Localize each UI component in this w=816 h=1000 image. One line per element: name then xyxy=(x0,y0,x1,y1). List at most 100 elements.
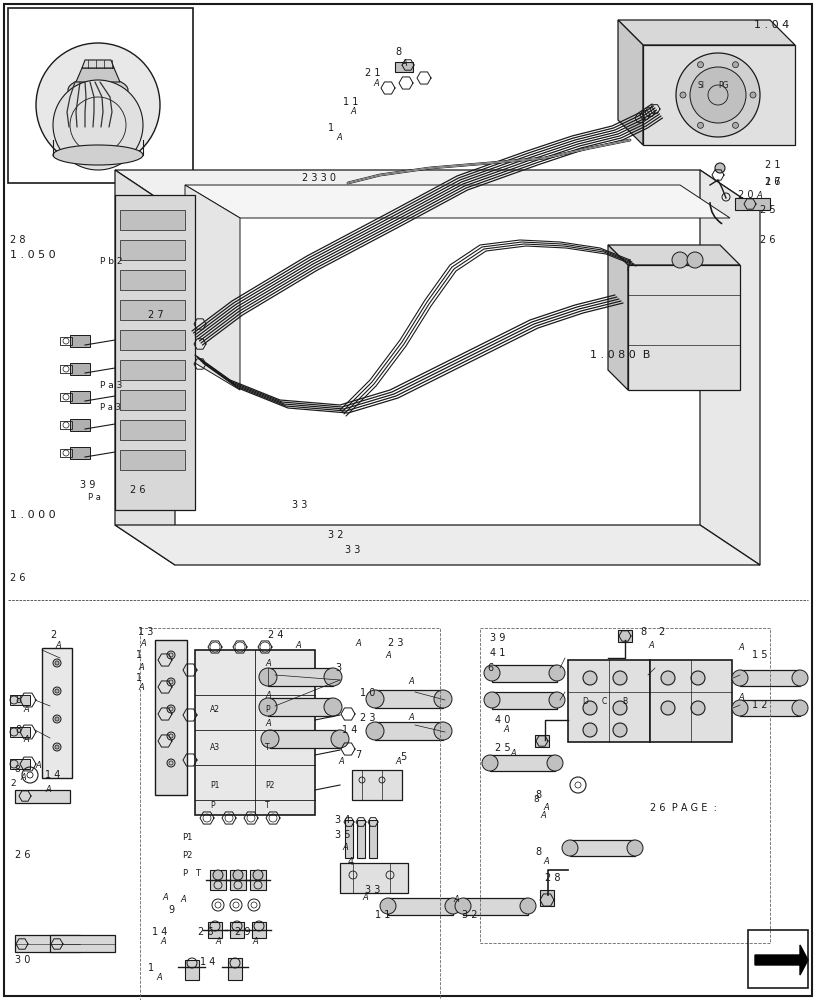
Text: A: A xyxy=(738,694,743,702)
Text: A: A xyxy=(401,58,406,68)
Text: P2: P2 xyxy=(265,780,274,790)
Text: 3 4: 3 4 xyxy=(335,815,350,825)
Text: 2 6  P A G E  :: 2 6 P A G E : xyxy=(650,803,717,813)
Circle shape xyxy=(627,840,643,856)
Text: A: A xyxy=(252,938,258,946)
Bar xyxy=(270,730,340,748)
Text: A: A xyxy=(373,79,379,88)
Circle shape xyxy=(676,53,760,137)
Text: A: A xyxy=(543,857,548,866)
Text: 1 4: 1 4 xyxy=(152,927,167,937)
Circle shape xyxy=(53,715,61,723)
Circle shape xyxy=(53,80,143,170)
Text: 4: 4 xyxy=(348,857,354,867)
Bar xyxy=(60,449,72,457)
Text: P1: P1 xyxy=(182,834,193,842)
Text: 1: 1 xyxy=(136,650,142,660)
Text: A: A xyxy=(265,718,271,728)
Circle shape xyxy=(583,723,597,737)
Text: 8: 8 xyxy=(535,847,541,857)
Text: 3 3: 3 3 xyxy=(365,885,380,895)
Text: A: A xyxy=(756,190,762,200)
Text: A: A xyxy=(162,894,168,902)
Circle shape xyxy=(324,698,342,716)
Text: 1 2: 1 2 xyxy=(752,700,768,710)
Circle shape xyxy=(167,678,175,686)
Circle shape xyxy=(687,252,703,268)
Text: 1 3: 1 3 xyxy=(138,627,153,637)
Bar xyxy=(120,330,185,350)
Text: 1 . 0 5 0: 1 . 0 5 0 xyxy=(10,250,55,260)
Polygon shape xyxy=(735,198,770,210)
Bar xyxy=(740,700,800,716)
Text: 8: 8 xyxy=(395,47,401,57)
Text: 2 1: 2 1 xyxy=(365,68,380,78)
Text: 2 6: 2 6 xyxy=(10,573,25,583)
Bar xyxy=(618,630,632,642)
Bar xyxy=(268,668,333,686)
Bar xyxy=(492,692,557,709)
Bar xyxy=(120,360,185,380)
Circle shape xyxy=(445,898,461,914)
Bar xyxy=(210,870,226,890)
Text: 1 1: 1 1 xyxy=(343,97,358,107)
Text: A: A xyxy=(738,644,743,652)
Text: A: A xyxy=(180,896,186,904)
Bar xyxy=(70,419,90,431)
Circle shape xyxy=(484,665,500,681)
Ellipse shape xyxy=(68,78,128,103)
Text: A: A xyxy=(295,641,301,650)
Circle shape xyxy=(690,67,746,123)
Circle shape xyxy=(55,717,59,721)
Text: 2 4: 2 4 xyxy=(268,630,283,640)
Text: A: A xyxy=(453,896,459,904)
Text: 7: 7 xyxy=(355,750,361,760)
Text: A: A xyxy=(215,938,221,946)
Text: 1: 1 xyxy=(328,123,334,133)
Bar xyxy=(10,727,30,737)
Bar xyxy=(230,870,246,890)
Text: P: P xyxy=(182,869,187,879)
Circle shape xyxy=(732,670,748,686)
Circle shape xyxy=(520,898,536,914)
Bar xyxy=(340,863,408,893)
Bar xyxy=(50,935,115,952)
Circle shape xyxy=(733,62,738,68)
Text: 1 . 0 4: 1 . 0 4 xyxy=(754,20,789,30)
Text: A: A xyxy=(156,974,162,982)
Text: A: A xyxy=(540,810,546,820)
Text: PG: PG xyxy=(718,81,729,90)
Bar xyxy=(195,650,315,815)
Text: 2 0: 2 0 xyxy=(738,190,753,200)
Polygon shape xyxy=(82,60,114,68)
Circle shape xyxy=(213,870,223,880)
Text: P b 2: P b 2 xyxy=(100,257,122,266)
Text: A: A xyxy=(265,690,271,700)
Circle shape xyxy=(53,743,61,751)
Text: T: T xyxy=(195,869,200,879)
Circle shape xyxy=(55,745,59,749)
Polygon shape xyxy=(115,170,175,565)
Bar xyxy=(10,695,30,705)
Bar xyxy=(120,270,185,290)
Bar xyxy=(540,890,554,906)
Circle shape xyxy=(562,840,578,856)
Text: 2: 2 xyxy=(50,630,56,640)
Circle shape xyxy=(613,701,627,715)
Bar xyxy=(120,210,185,230)
Text: 2 1: 2 1 xyxy=(765,160,780,170)
Text: 8: 8 xyxy=(535,790,541,800)
Text: 1 . 0 0 0: 1 . 0 0 0 xyxy=(10,510,55,520)
Text: 2 5: 2 5 xyxy=(495,743,511,753)
Circle shape xyxy=(366,690,384,708)
Bar xyxy=(650,660,732,742)
Bar xyxy=(70,447,90,459)
Text: 3 9: 3 9 xyxy=(490,633,505,643)
Text: 1 5: 1 5 xyxy=(752,650,768,660)
Bar xyxy=(375,690,443,708)
Text: A: A xyxy=(138,662,144,672)
Text: A: A xyxy=(20,772,26,782)
Text: 2 5: 2 5 xyxy=(760,205,776,215)
Text: 2 9: 2 9 xyxy=(235,927,251,937)
Text: A: A xyxy=(140,639,146,648)
